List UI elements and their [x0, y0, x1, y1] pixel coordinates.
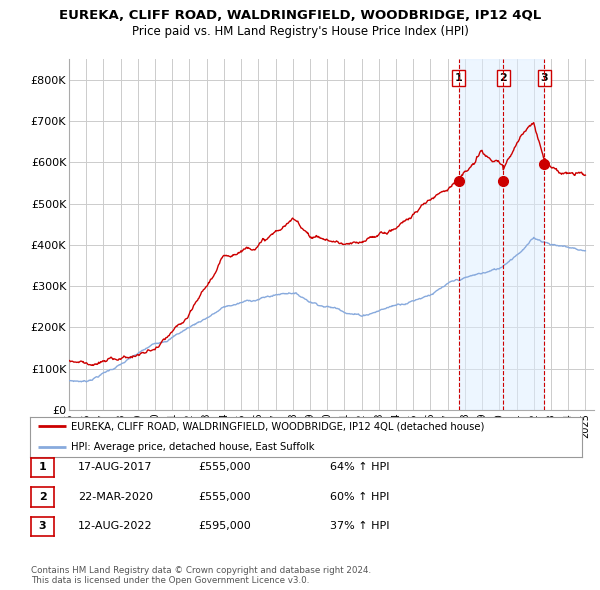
- Text: EUREKA, CLIFF ROAD, WALDRINGFIELD, WOODBRIDGE, IP12 4QL (detached house): EUREKA, CLIFF ROAD, WALDRINGFIELD, WOODB…: [71, 421, 485, 431]
- Text: HPI: Average price, detached house, East Suffolk: HPI: Average price, detached house, East…: [71, 442, 315, 452]
- Text: 37% ↑ HPI: 37% ↑ HPI: [330, 522, 389, 531]
- Text: 12-AUG-2022: 12-AUG-2022: [78, 522, 152, 531]
- Text: EUREKA, CLIFF ROAD, WALDRINGFIELD, WOODBRIDGE, IP12 4QL: EUREKA, CLIFF ROAD, WALDRINGFIELD, WOODB…: [59, 9, 541, 22]
- Text: Price paid vs. HM Land Registry's House Price Index (HPI): Price paid vs. HM Land Registry's House …: [131, 25, 469, 38]
- Text: 1: 1: [39, 463, 46, 472]
- Text: £555,000: £555,000: [198, 492, 251, 502]
- Text: £555,000: £555,000: [198, 463, 251, 472]
- Bar: [458, 59, 544, 410]
- Text: Contains HM Land Registry data © Crown copyright and database right 2024.
This d: Contains HM Land Registry data © Crown c…: [31, 566, 371, 585]
- Text: 3: 3: [39, 522, 46, 531]
- Text: 3: 3: [541, 73, 548, 83]
- Text: 17-AUG-2017: 17-AUG-2017: [78, 463, 152, 472]
- Text: £595,000: £595,000: [198, 522, 251, 531]
- Text: 22-MAR-2020: 22-MAR-2020: [78, 492, 153, 502]
- Text: 2: 2: [39, 492, 46, 502]
- Text: 2: 2: [499, 73, 507, 83]
- Text: 1: 1: [455, 73, 463, 83]
- Text: 64% ↑ HPI: 64% ↑ HPI: [330, 463, 389, 472]
- Text: 60% ↑ HPI: 60% ↑ HPI: [330, 492, 389, 502]
